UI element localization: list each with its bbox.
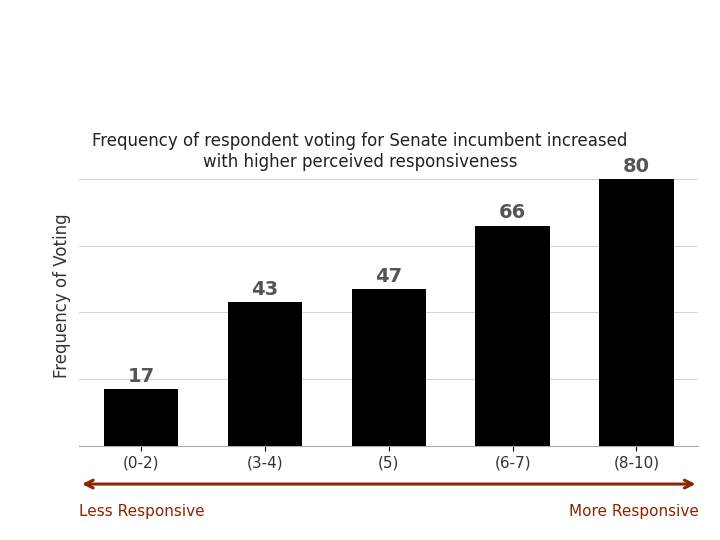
Text: Less Responsive: Less Responsive — [79, 504, 204, 519]
Bar — [475, 226, 550, 446]
Text: 17: 17 — [127, 367, 155, 386]
Bar — [599, 179, 674, 446]
Text: Perceived Responsiveness and Voting Behavior: Perceived Responsiveness and Voting Beha… — [7, 21, 713, 46]
Y-axis label: Frequency of Voting: Frequency of Voting — [53, 213, 71, 378]
Text: 80: 80 — [623, 157, 650, 176]
Text: More Responsive: More Responsive — [569, 504, 698, 519]
Text: 66: 66 — [499, 204, 526, 222]
Bar — [351, 289, 426, 446]
Bar — [228, 302, 302, 446]
Text: in Senate Election: in Senate Election — [225, 59, 495, 85]
Bar — [104, 389, 179, 446]
Text: 47: 47 — [375, 267, 402, 286]
Text: Frequency of respondent voting for Senate incumbent increased
with higher percei: Frequency of respondent voting for Senat… — [92, 132, 628, 171]
Text: 43: 43 — [251, 280, 279, 299]
